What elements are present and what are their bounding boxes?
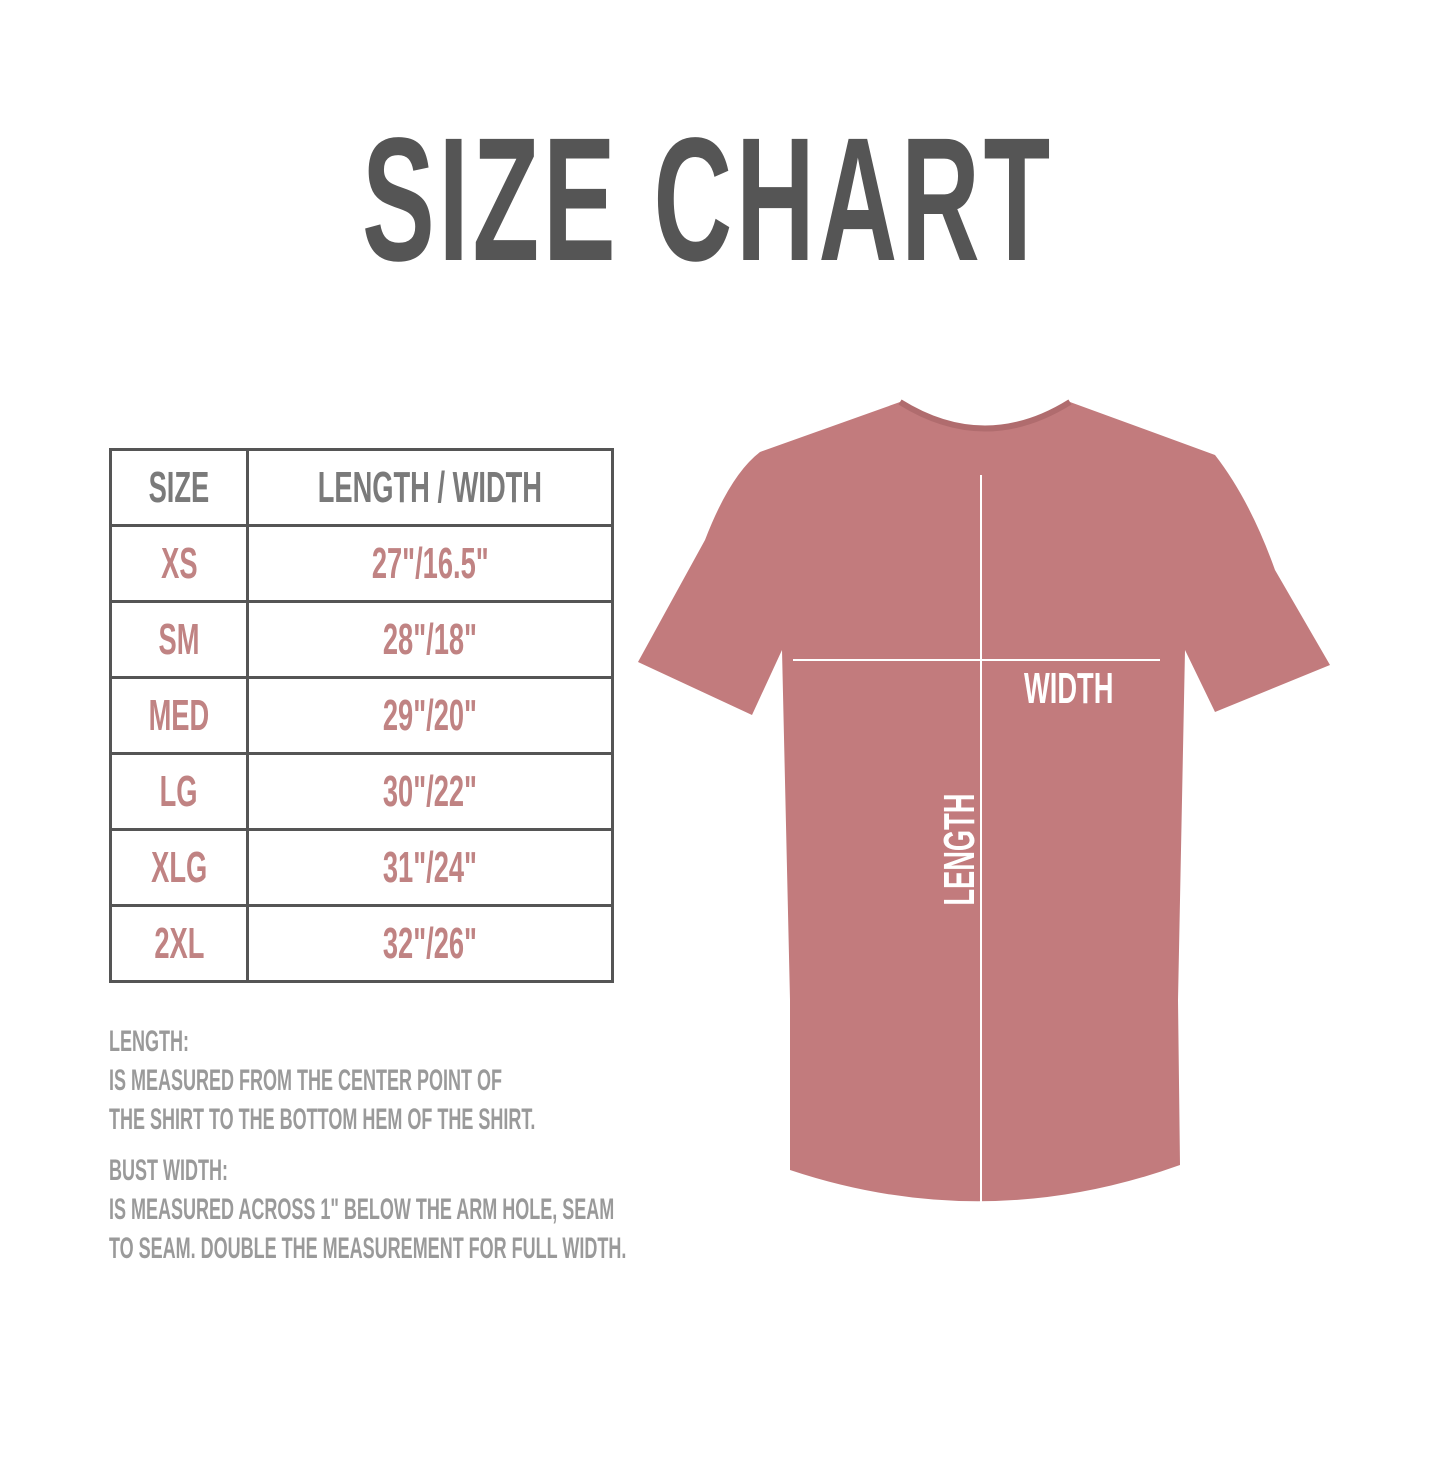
size-cell: SM: [158, 614, 200, 664]
table-row: XLG 31"/24": [109, 828, 614, 907]
size-cell: 2XL: [153, 918, 205, 968]
table-row: XS 27"/16.5": [109, 524, 614, 603]
collar-icon: [898, 399, 1072, 432]
width-note-line: IS MEASURED ACROSS 1" BELOW THE ARM HOLE…: [109, 1193, 615, 1226]
table-header-row: SIZE LENGTH / WIDTH: [109, 448, 614, 527]
size-cell: XS: [160, 538, 198, 588]
length-note-line: IS MEASURED FROM THE CENTER POINT OF: [109, 1064, 503, 1097]
header-size: SIZE: [148, 462, 210, 512]
table-row: LG 30"/22": [109, 752, 614, 831]
measure-cell: 27"/16.5": [371, 538, 489, 588]
length-label: LENGTH: [935, 793, 984, 906]
size-cell: MED: [148, 690, 210, 740]
tshirt-shape: [638, 402, 1330, 1202]
measure-cell: 31"/24": [382, 842, 477, 892]
size-cell: LG: [160, 766, 198, 816]
page-title: SIZE CHART: [362, 102, 1054, 298]
measure-cell: 30"/22": [382, 766, 477, 816]
width-label: WIDTH: [1024, 664, 1114, 713]
size-table: SIZE LENGTH / WIDTH XS 27"/16.5" SM 28"/…: [109, 448, 614, 983]
measure-cell: 28"/18": [382, 614, 477, 664]
header-length-width: LENGTH / WIDTH: [317, 462, 543, 512]
table-row: SM 28"/18": [109, 600, 614, 679]
length-note-line: THE SHIRT TO THE BOTTOM HEM OF THE SHIRT…: [109, 1103, 536, 1136]
table-row: 2XL 32"/26": [109, 904, 614, 983]
table-row: MED 29"/20": [109, 676, 614, 755]
length-heading: LENGTH:: [109, 1025, 189, 1058]
size-cell: XLG: [150, 842, 208, 892]
width-heading: BUST WIDTH:: [109, 1154, 228, 1187]
measure-cell: 29"/20": [382, 690, 477, 740]
width-note-line: TO SEAM. DOUBLE THE MEASUREMENT FOR FULL…: [109, 1232, 627, 1265]
measure-cell: 32"/26": [382, 918, 477, 968]
measurement-notes: LENGTH: IS MEASURED FROM THE CENTER POIN…: [109, 1022, 971, 1268]
